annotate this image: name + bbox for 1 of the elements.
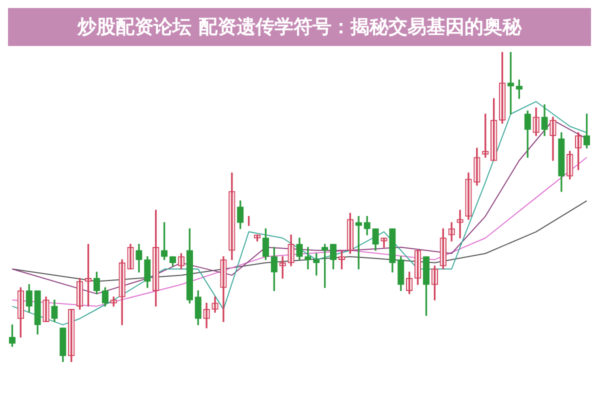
chart-title: 炒股配资论坛 配资遗传学符号：揭秘交易基因的奥秘 xyxy=(8,8,591,46)
